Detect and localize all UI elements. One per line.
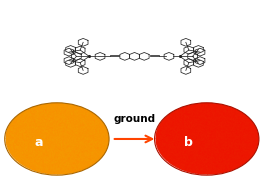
Text: b: b xyxy=(184,136,193,149)
Text: ground: ground xyxy=(114,114,155,125)
Text: a: a xyxy=(34,136,43,149)
